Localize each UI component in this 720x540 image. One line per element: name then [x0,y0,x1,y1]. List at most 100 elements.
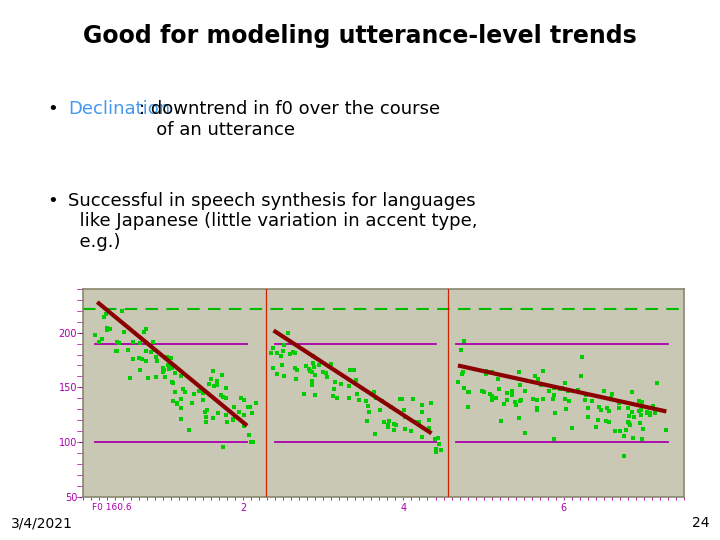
Point [313,361,325,369]
Point [548,383,559,392]
Point [368,388,379,396]
Point [152,356,163,365]
Text: Declination: Declination [68,100,171,118]
Point [382,422,394,431]
Point [456,370,468,379]
Point [606,390,618,399]
Point [549,390,560,399]
Point [498,400,510,408]
Point [96,334,107,343]
Point [343,394,355,402]
Point [202,406,213,414]
Point [633,396,644,405]
Point [635,406,647,414]
Point [122,346,134,354]
Point [622,417,634,426]
Point [89,331,101,340]
Point [303,364,315,373]
Point [207,367,218,375]
Point [215,390,227,399]
Point [228,402,240,411]
Point [133,353,145,362]
Point [163,354,175,362]
Point [532,375,544,383]
Point [527,394,539,403]
Point [284,349,295,358]
Point [354,396,365,404]
Point [100,310,112,319]
Point [559,395,570,403]
Point [559,379,571,387]
Point [455,346,467,354]
Point [478,387,490,396]
Point [408,394,419,403]
Point [486,396,498,404]
Point [613,403,625,412]
Point [463,388,474,397]
Point [157,366,168,375]
Point [325,360,337,369]
Point [649,409,661,417]
Point [279,372,290,381]
Point [423,423,435,432]
Point [298,390,310,399]
Point [238,421,250,430]
Point [484,368,495,376]
Point [399,412,410,421]
Point [636,435,648,444]
Point [135,339,146,348]
Point [595,406,607,414]
Point [167,378,179,387]
Point [102,326,113,334]
Point [167,397,179,406]
Point [397,395,408,403]
Point [292,366,303,375]
Point [233,408,245,416]
Point [211,376,222,385]
Point [101,323,112,332]
Point [282,328,294,337]
Point [477,387,488,395]
Point [363,402,374,411]
Point [388,420,400,428]
Point [211,381,222,389]
Point [327,392,338,400]
Point [158,366,170,374]
Point [289,364,300,373]
Point [554,384,566,393]
Point [410,417,422,426]
Point [582,404,593,413]
Text: •: • [47,192,58,210]
Point [425,399,436,407]
Point [484,390,495,399]
Point [424,423,436,432]
Point [242,403,253,411]
Point [124,374,135,383]
Point [227,415,238,424]
Point [575,372,587,381]
Point [165,354,176,362]
Point [579,396,590,404]
Point [276,361,288,370]
Point [197,396,209,404]
Point [567,423,578,432]
Point [513,414,525,422]
Point [175,415,186,424]
Point [308,362,320,371]
Point [217,371,228,380]
Point [201,413,212,422]
Point [374,405,385,414]
Point [487,392,498,401]
Point [510,397,521,406]
Point [634,419,646,428]
Point [506,387,518,395]
Point [343,382,355,390]
Point [238,396,250,404]
Point [459,337,470,346]
Point [140,357,152,366]
Point [168,378,179,387]
Point [350,375,361,384]
Point [435,446,446,455]
Point [507,390,518,399]
Point [307,359,319,367]
